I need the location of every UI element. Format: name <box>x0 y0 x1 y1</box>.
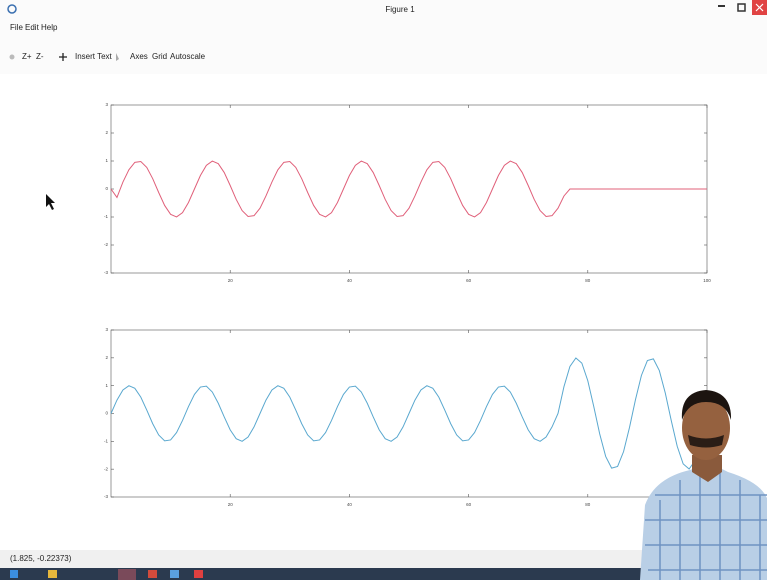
x-tick-label: 60 <box>466 502 472 507</box>
y-tick-label: -1 <box>104 214 108 219</box>
menu-item[interactable]: File <box>10 23 23 32</box>
y-tick-label: 3 <box>105 327 108 332</box>
y-tick-label: 1 <box>105 158 108 163</box>
window-chrome <box>0 0 767 74</box>
toolbar-button[interactable]: Z- <box>36 52 44 61</box>
y-tick-label: -2 <box>104 466 108 471</box>
y-tick-label: 0 <box>105 411 108 416</box>
screen: Figure 1 File Edit Help Z+ Z- Insert Tex… <box>0 0 767 580</box>
taskbar-icon[interactable] <box>194 570 203 578</box>
x-tick-label: 20 <box>228 278 234 283</box>
x-tick-label: 100 <box>703 278 711 283</box>
y-tick-label: 2 <box>105 130 108 135</box>
menu-item[interactable]: Edit <box>25 23 40 32</box>
mouse-cursor <box>46 194 55 210</box>
x-tick-label: 80 <box>585 278 591 283</box>
taskbar-icon[interactable] <box>170 570 179 578</box>
taskbar-icon[interactable] <box>48 570 57 578</box>
toolbar-button[interactable]: Autoscale <box>170 52 206 61</box>
y-tick-label: -3 <box>104 270 108 275</box>
toolbar-icon[interactable] <box>10 55 15 60</box>
status-text: (1.825, -0.22373) <box>10 554 72 563</box>
window-title: Figure 1 <box>385 5 415 14</box>
menu-item[interactable]: Help <box>41 23 58 32</box>
y-tick-label: -1 <box>104 439 108 444</box>
x-tick-label: 20 <box>228 502 234 507</box>
toolbar-button[interactable]: Grid <box>152 52 167 61</box>
y-tick-label: 2 <box>105 355 108 360</box>
x-tick-label: 40 <box>347 502 353 507</box>
taskbar-icon[interactable] <box>118 569 136 580</box>
y-tick-label: -3 <box>104 494 108 499</box>
taskbar-icon[interactable] <box>148 570 157 578</box>
toolbar-button[interactable]: Z+ <box>22 52 32 61</box>
x-tick-label: 40 <box>347 278 353 283</box>
y-tick-label: -2 <box>104 242 108 247</box>
y-tick-label: 1 <box>105 383 108 388</box>
x-tick-label: 80 <box>585 502 591 507</box>
toolbar-button[interactable]: Axes <box>130 52 148 61</box>
plots: -3-2-1012320406080100-3-2-10123204060801… <box>104 102 711 507</box>
y-tick-label: 3 <box>105 102 108 107</box>
minimize-button[interactable] <box>718 5 725 7</box>
start-button[interactable] <box>10 570 18 578</box>
y-tick-label: 0 <box>105 186 108 191</box>
toolbar-button[interactable]: Insert Text <box>75 52 113 61</box>
x-tick-label: 60 <box>466 278 472 283</box>
